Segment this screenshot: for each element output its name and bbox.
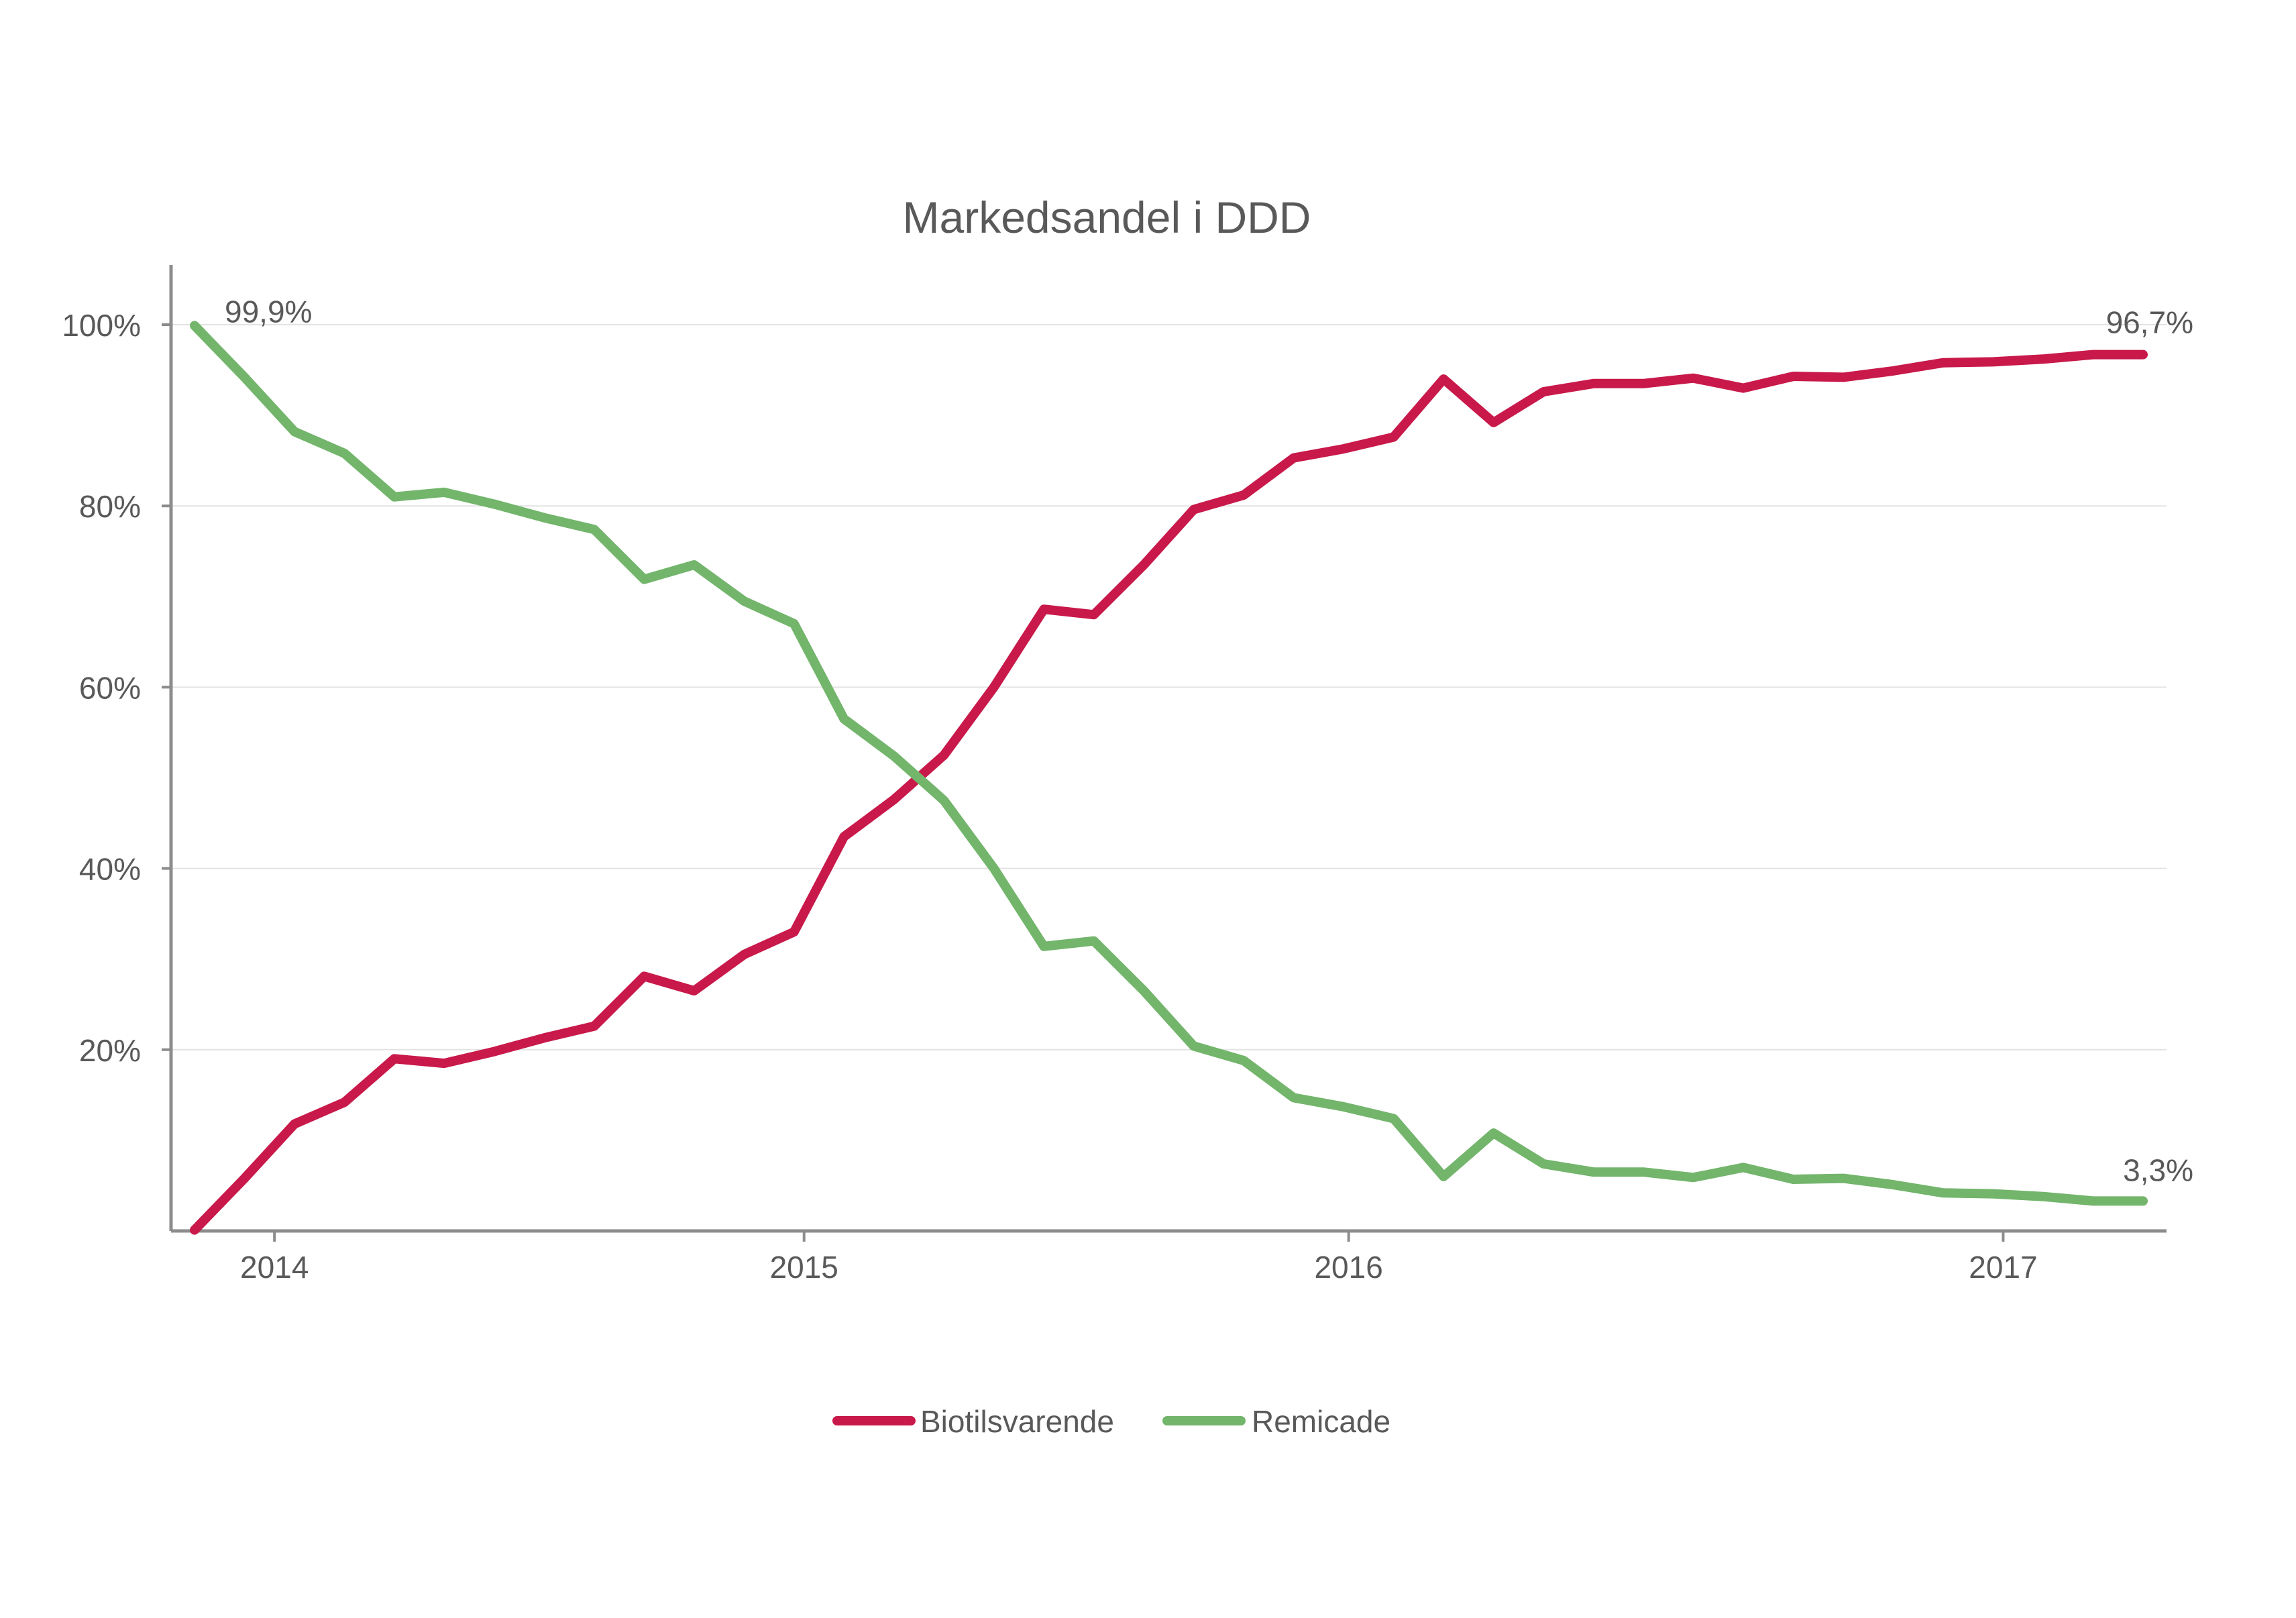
series-line-remicade — [190, 321, 2148, 1206]
x-tick-label: 2014 — [240, 1250, 309, 1285]
legend: Biotilsvarende Remicade — [832, 1404, 1390, 1439]
y-tick-label: 40% — [79, 852, 141, 887]
axes: 20% 40% 60% 80% 100% 2014 2015 2016 2017 — [62, 265, 2167, 1285]
legend-label: Remicade — [1252, 1404, 1390, 1439]
y-tick-label: 20% — [79, 1033, 141, 1068]
chart-title: Markedsandel i DDD — [903, 193, 1311, 242]
y-tick-label: 80% — [79, 489, 141, 524]
x-tick-label: 2017 — [1969, 1250, 2037, 1285]
x-tick-label: 2016 — [1314, 1250, 1382, 1285]
x-tick-label: 2015 — [770, 1250, 838, 1285]
data-label: 99,9% — [225, 294, 312, 329]
legend-label: Biotilsvarende — [920, 1404, 1114, 1439]
data-label: 96,7% — [2106, 305, 2193, 340]
y-tick-label: 60% — [79, 670, 141, 705]
y-tick-label: 100% — [62, 308, 141, 343]
data-label: 3,3% — [2123, 1152, 2193, 1187]
series-line-biotilsvarende — [190, 349, 2148, 1235]
series-lines — [190, 321, 2148, 1235]
gridlines — [171, 324, 2167, 1050]
data-labels: 99,9% 96,7% 3,3% — [225, 294, 2193, 1187]
